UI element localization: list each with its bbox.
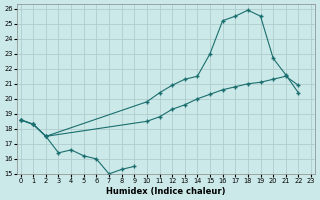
X-axis label: Humidex (Indice chaleur): Humidex (Indice chaleur) <box>106 187 226 196</box>
